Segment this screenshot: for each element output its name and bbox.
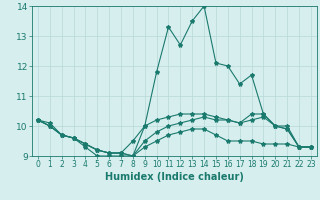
X-axis label: Humidex (Indice chaleur): Humidex (Indice chaleur) bbox=[105, 172, 244, 182]
